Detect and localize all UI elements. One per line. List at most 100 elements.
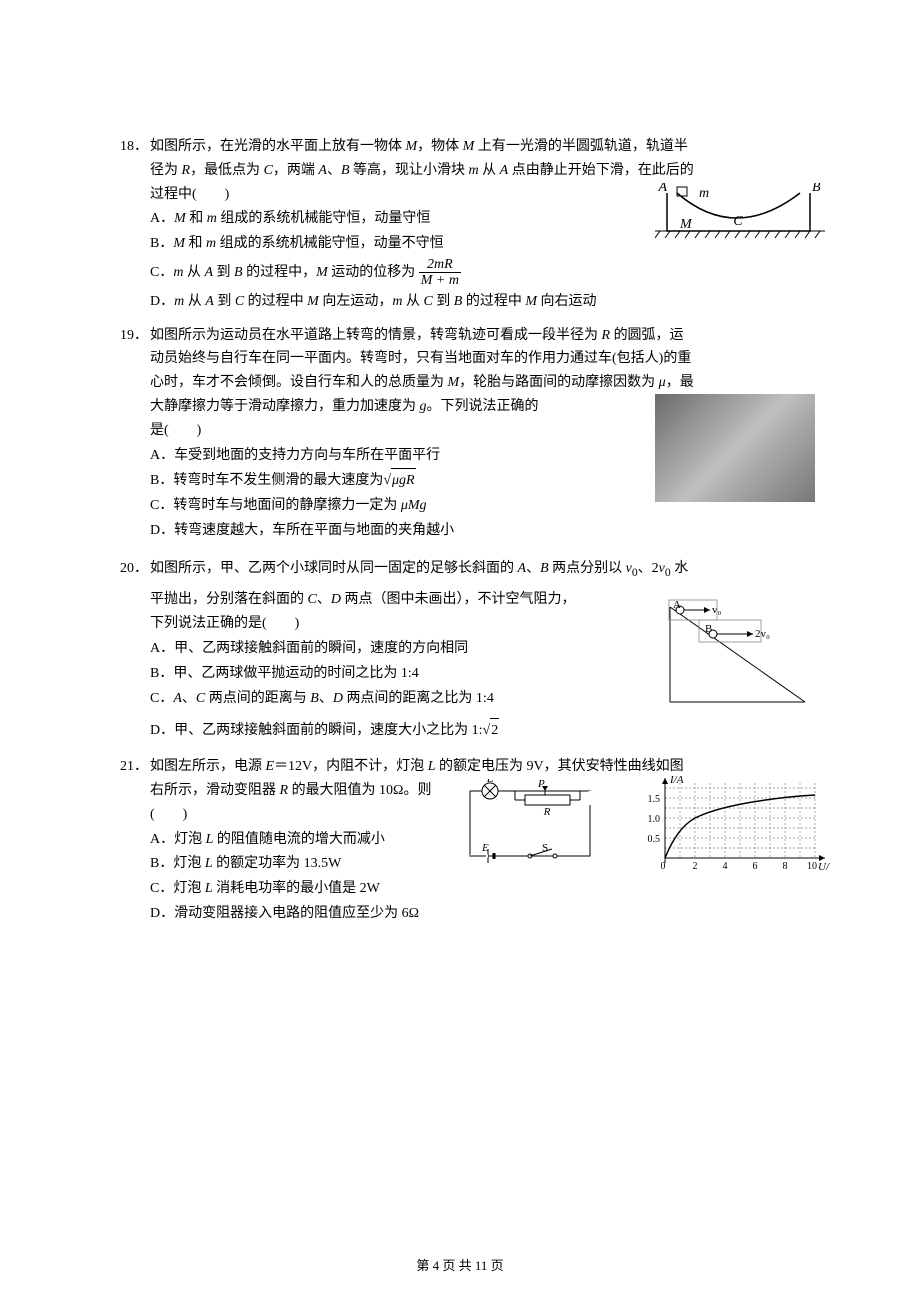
q21-oB-L: L bbox=[205, 856, 213, 871]
q18-l2c: ，两端 bbox=[273, 163, 319, 178]
q18-fig-m: m bbox=[699, 186, 709, 201]
q18-s2: ，物体 bbox=[417, 139, 463, 154]
q21-optC: C．灯泡 L 消耗电功率的最小值是 2W bbox=[150, 877, 815, 901]
q21-l1c: 的额定电压为 9V，其伏安特性曲线如图 bbox=[435, 759, 683, 774]
q21-xt2: 6 bbox=[753, 861, 758, 872]
q18-oD-M2: M bbox=[525, 294, 537, 309]
page: 18． 如图所示，在光滑的水平面上放有一物体 M，物体 M 上有一光滑的半圆弧轨… bbox=[0, 0, 920, 1302]
q18-l2b: ，最低点为 bbox=[190, 163, 264, 178]
q18-fig-B: B bbox=[812, 183, 821, 195]
q20-oC-B: B bbox=[310, 691, 319, 706]
q20-oD-sqrt: 2 bbox=[490, 718, 499, 743]
page-footer: 第 4 页 共 11 页 bbox=[0, 1255, 920, 1277]
q18-s1: 如图所示，在光滑的水平面上放有一物体 bbox=[150, 139, 406, 154]
q20-optD: D．甲、乙两球接触斜面前的瞬间，速度大小之比为 1:√2 bbox=[150, 718, 815, 743]
q20-oC5: 两点间的距离之比为 1:4 bbox=[343, 691, 494, 706]
q19-optD: D．转弯速度越大，车所在平面与地面的夹角越小 bbox=[150, 519, 815, 543]
q18-oA3: 组成的系统机械能守恒，动量守恒 bbox=[217, 211, 431, 226]
q18-oB2: 和 bbox=[185, 236, 206, 251]
q19-mu: μ bbox=[659, 375, 666, 390]
q18-M1: M bbox=[406, 139, 418, 154]
q19-l4b: 。下列说法正确的 bbox=[427, 399, 539, 414]
q20-l2b: 、 bbox=[317, 592, 331, 607]
q21-circ-S: S bbox=[542, 842, 548, 854]
q18-l2d: 、 bbox=[327, 163, 341, 178]
q21-g-xl: U/V bbox=[818, 861, 830, 873]
q19-g: g bbox=[420, 399, 427, 414]
q18-oD7: 到 bbox=[433, 294, 454, 309]
q18-s3: 上有一光滑的半圆弧轨道，轨道半 bbox=[474, 139, 688, 154]
q21-oC2: 消耗电功率的最小值是 2W bbox=[213, 881, 380, 896]
q18-oD4: 的过程中 bbox=[244, 294, 307, 309]
q20-number: 20． bbox=[120, 557, 150, 636]
q19-number: 19． bbox=[120, 324, 150, 443]
q18-frac-den: M + m bbox=[419, 273, 461, 288]
q18-oC-B: B bbox=[234, 265, 243, 280]
q19-oB-sqrt: μgR bbox=[391, 468, 416, 493]
q20-oC1: C． bbox=[150, 691, 173, 706]
q21-l1a: 如图左所示，电源 bbox=[150, 759, 266, 774]
q21-circuit: L P R E S bbox=[460, 779, 610, 874]
q18-oC-A: A bbox=[204, 265, 213, 280]
q18-oC-m: m bbox=[173, 265, 183, 280]
q18-l2e: 等高，现让小滑块 bbox=[350, 163, 469, 178]
q18-l2a: 径为 bbox=[150, 163, 182, 178]
q20-oC-C: C bbox=[196, 691, 205, 706]
q20-oC3: 两点间的距离与 bbox=[205, 691, 310, 706]
q20-l2c: 两点（图中未画出），不计空气阻力， bbox=[341, 592, 576, 607]
q18-oB-m: m bbox=[206, 236, 216, 251]
q18-oD5: 向左运动， bbox=[319, 294, 393, 309]
q18-R: R bbox=[182, 163, 191, 178]
q19-photo bbox=[655, 394, 815, 502]
q21-g-o: 0 bbox=[661, 861, 666, 872]
q18-oC2: 从 bbox=[183, 265, 204, 280]
q20-oD1: D．甲、乙两球接触斜面前的瞬间，速度大小之比为 1: bbox=[150, 723, 483, 738]
q19-l3a: 心时，车才不会倾倒。设自行车和人的总质量为 bbox=[150, 375, 448, 390]
q21-g-yl: I/A bbox=[669, 774, 684, 786]
q18-oD2: 从 bbox=[184, 294, 205, 309]
q21-circ-P: P bbox=[537, 779, 545, 790]
q18-oA2: 和 bbox=[186, 211, 207, 226]
q18-l2f: 从 bbox=[479, 163, 500, 178]
q18-fig-A: A bbox=[657, 183, 667, 195]
q20-l1a: 如图所示，甲、乙两个小球同时从同一固定的足够长斜面的 bbox=[150, 561, 518, 576]
q18-oD9: 向右运动 bbox=[537, 294, 597, 309]
q18-oD-M: M bbox=[307, 294, 319, 309]
q20-oC4: 、 bbox=[319, 691, 333, 706]
q21-oC-L: L bbox=[205, 881, 213, 896]
q20-l2a: 平抛出，分别落在斜面的 bbox=[150, 592, 308, 607]
q19-l2: 动员始终与自行车在同一平面内。转弯时，只有当地面对车的作用力通过车(包括人)的重 bbox=[150, 351, 691, 366]
q21-circ-E: E bbox=[481, 842, 489, 854]
q18-optC: C．m 从 A 到 B 的过程中，M 运动的位移为 2mRM + m bbox=[150, 257, 815, 289]
q18-M2: M bbox=[463, 139, 475, 154]
q18-oC1: C． bbox=[150, 265, 173, 280]
q18-number: 18． bbox=[120, 135, 150, 206]
q18-B: B bbox=[341, 163, 350, 178]
q21-l2b: 的最大阻值为 10Ω。则 bbox=[288, 783, 431, 798]
q20-C: C bbox=[308, 592, 317, 607]
q20-B: B bbox=[540, 561, 549, 576]
q21-l1b: ＝12V，内阻不计，灯泡 bbox=[274, 759, 428, 774]
q18-figure: A B m M C bbox=[655, 183, 825, 258]
q18-oD-A: A bbox=[205, 294, 214, 309]
q19-R: R bbox=[602, 328, 611, 343]
q21-xt0: 2 bbox=[693, 861, 698, 872]
q21-optD: D．滑动变阻器接入电路的阻值应至少为 6Ω bbox=[150, 902, 815, 926]
q21-l3: ( ) bbox=[150, 807, 187, 822]
q20-A: A bbox=[518, 561, 527, 576]
q21-yt0: 0.5 bbox=[648, 834, 661, 845]
q18-l3: 过程中( ) bbox=[150, 187, 229, 202]
q20-fig-2v0: 2v₀ bbox=[755, 628, 770, 640]
q20-l3: 下列说法正确的是( ) bbox=[150, 616, 299, 631]
q21-circ-R: R bbox=[543, 806, 551, 818]
q18-frac: 2mRM + m bbox=[419, 257, 461, 289]
q18-oB-M: M bbox=[173, 236, 185, 251]
q20-2: 2 bbox=[652, 561, 659, 576]
q20-D: D bbox=[331, 592, 341, 607]
q21-l2a: 右所示，滑动变阻器 bbox=[150, 783, 280, 798]
q18-m: m bbox=[469, 163, 479, 178]
q18-A: A bbox=[318, 163, 327, 178]
q18-l2g: 点由静止开始下滑，在此后的 bbox=[508, 163, 694, 178]
q18-oC-M: M bbox=[316, 265, 328, 280]
q20-l1e: 水 bbox=[671, 561, 689, 576]
